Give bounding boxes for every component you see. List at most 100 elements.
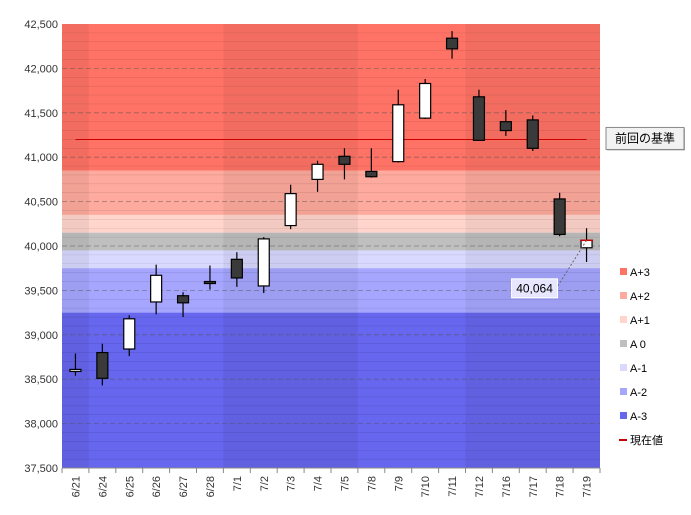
y-tick-label: 40,500: [24, 197, 58, 209]
band-a-3: [62, 312, 600, 468]
y-tick-label: 42,500: [24, 19, 58, 31]
candlestick: [392, 89, 405, 163]
candle-body: [580, 239, 593, 249]
x-tick-label: 7/17: [528, 476, 540, 497]
candlestick: [257, 237, 270, 294]
x-tick-label: 6/28: [205, 476, 217, 497]
legend-item: A+3: [620, 267, 650, 279]
candle-body: [445, 37, 459, 50]
legend-label: A-2: [630, 387, 647, 399]
x-tick-label: 7/19: [582, 476, 594, 497]
x-tick-label: 7/3: [286, 476, 298, 491]
candlestick: [365, 148, 378, 178]
legend-label: A-1: [630, 363, 647, 375]
band-a+1: [62, 214, 600, 233]
y-tick-label: 38,500: [24, 374, 58, 386]
x-tick-label: 6/27: [178, 476, 190, 497]
x-tick-label: 7/11: [447, 476, 459, 497]
y-tick-label: 41,000: [24, 152, 58, 164]
x-tick-label: 6/26: [151, 476, 163, 497]
candle-body: [365, 170, 378, 178]
x-tick-label: 7/12: [474, 476, 486, 497]
candle-body: [419, 82, 432, 119]
x-tick-label: 7/5: [339, 476, 351, 491]
x-tick-label: 7/10: [420, 476, 432, 497]
x-tick-label: 7/16: [501, 476, 513, 497]
candlestick: [123, 315, 136, 357]
current-value-callout: [511, 278, 559, 299]
current-value-label: 40,064: [516, 281, 553, 295]
candle-body: [96, 351, 109, 379]
y-tick-label: 41,500: [24, 108, 58, 120]
candle-body: [311, 163, 324, 181]
candle-body: [526, 119, 539, 149]
x-tick-label: 6/24: [97, 476, 109, 497]
candlestick: [338, 148, 351, 180]
candle-body: [69, 368, 82, 373]
y-tick-label: 39,000: [24, 330, 58, 342]
candlestick: [284, 184, 297, 230]
candlestick: [553, 192, 566, 237]
x-tick-label: 7/4: [313, 476, 325, 491]
candlestick: [96, 343, 109, 386]
x-tick-label: 6/21: [70, 476, 82, 497]
candlestick: [472, 89, 486, 141]
legend-swatch: [620, 316, 627, 323]
legend-swatch: [620, 388, 627, 395]
legend-label: A+3: [630, 267, 650, 279]
candlestick: [445, 31, 459, 59]
x-tick-label: 7/8: [366, 476, 378, 491]
legend-swatch: [620, 412, 627, 419]
x-tick-label: 7/9: [393, 476, 405, 491]
reference-label-box: [605, 126, 685, 150]
candle-body: [499, 121, 512, 132]
legend-item: 現在値: [619, 434, 663, 447]
y-tick-label: 37,500: [24, 463, 58, 475]
candlestick: [150, 264, 163, 315]
candle-body: [392, 104, 405, 163]
legend-label: A-3: [630, 411, 647, 423]
candle-body: [123, 318, 136, 350]
candle-body: [203, 280, 217, 285]
legend-swatch: [620, 268, 627, 275]
y-tick-label: 38,000: [24, 419, 58, 431]
x-tick-label: 7/1: [232, 476, 244, 491]
candlestick: [203, 265, 217, 290]
legend-item: A-2: [620, 387, 647, 399]
candlestick: [499, 110, 512, 136]
y-tick-label: 40,000: [24, 241, 58, 253]
legend-item: A-3: [620, 411, 647, 423]
legend-label: 現在値: [630, 434, 663, 447]
candlestick: [69, 353, 82, 376]
legend-item: A 0: [620, 339, 646, 351]
candle-body: [338, 155, 351, 165]
y-tick-label: 39,500: [24, 285, 58, 297]
candle-body: [553, 198, 566, 236]
legend-swatch: [620, 340, 627, 347]
candle-body: [472, 96, 486, 141]
legend-item: A+2: [620, 291, 650, 303]
x-tick-label: 7/18: [555, 476, 567, 497]
candle-body: [230, 258, 243, 279]
candlestick: [526, 115, 539, 151]
legend-item: A-1: [620, 363, 647, 375]
week-shade: [465, 24, 600, 468]
callout-leader: [557, 240, 587, 287]
y-tick-label: 42,000: [24, 63, 58, 75]
candle-body: [150, 274, 163, 303]
candlestick: [176, 292, 190, 318]
candle-body: [284, 193, 297, 227]
legend-item: A+1: [620, 315, 650, 327]
candle-body: [176, 295, 190, 304]
candlestick: [230, 252, 243, 287]
band-a+2: [62, 170, 600, 215]
reference-label: 前回の基準: [615, 130, 675, 145]
legend-label: A+2: [630, 291, 650, 303]
legend-swatch: [620, 292, 627, 299]
legend-swatch: [620, 364, 627, 371]
legend-label: A 0: [630, 339, 646, 351]
band-a+3: [62, 24, 600, 171]
candlestick: [419, 79, 432, 120]
